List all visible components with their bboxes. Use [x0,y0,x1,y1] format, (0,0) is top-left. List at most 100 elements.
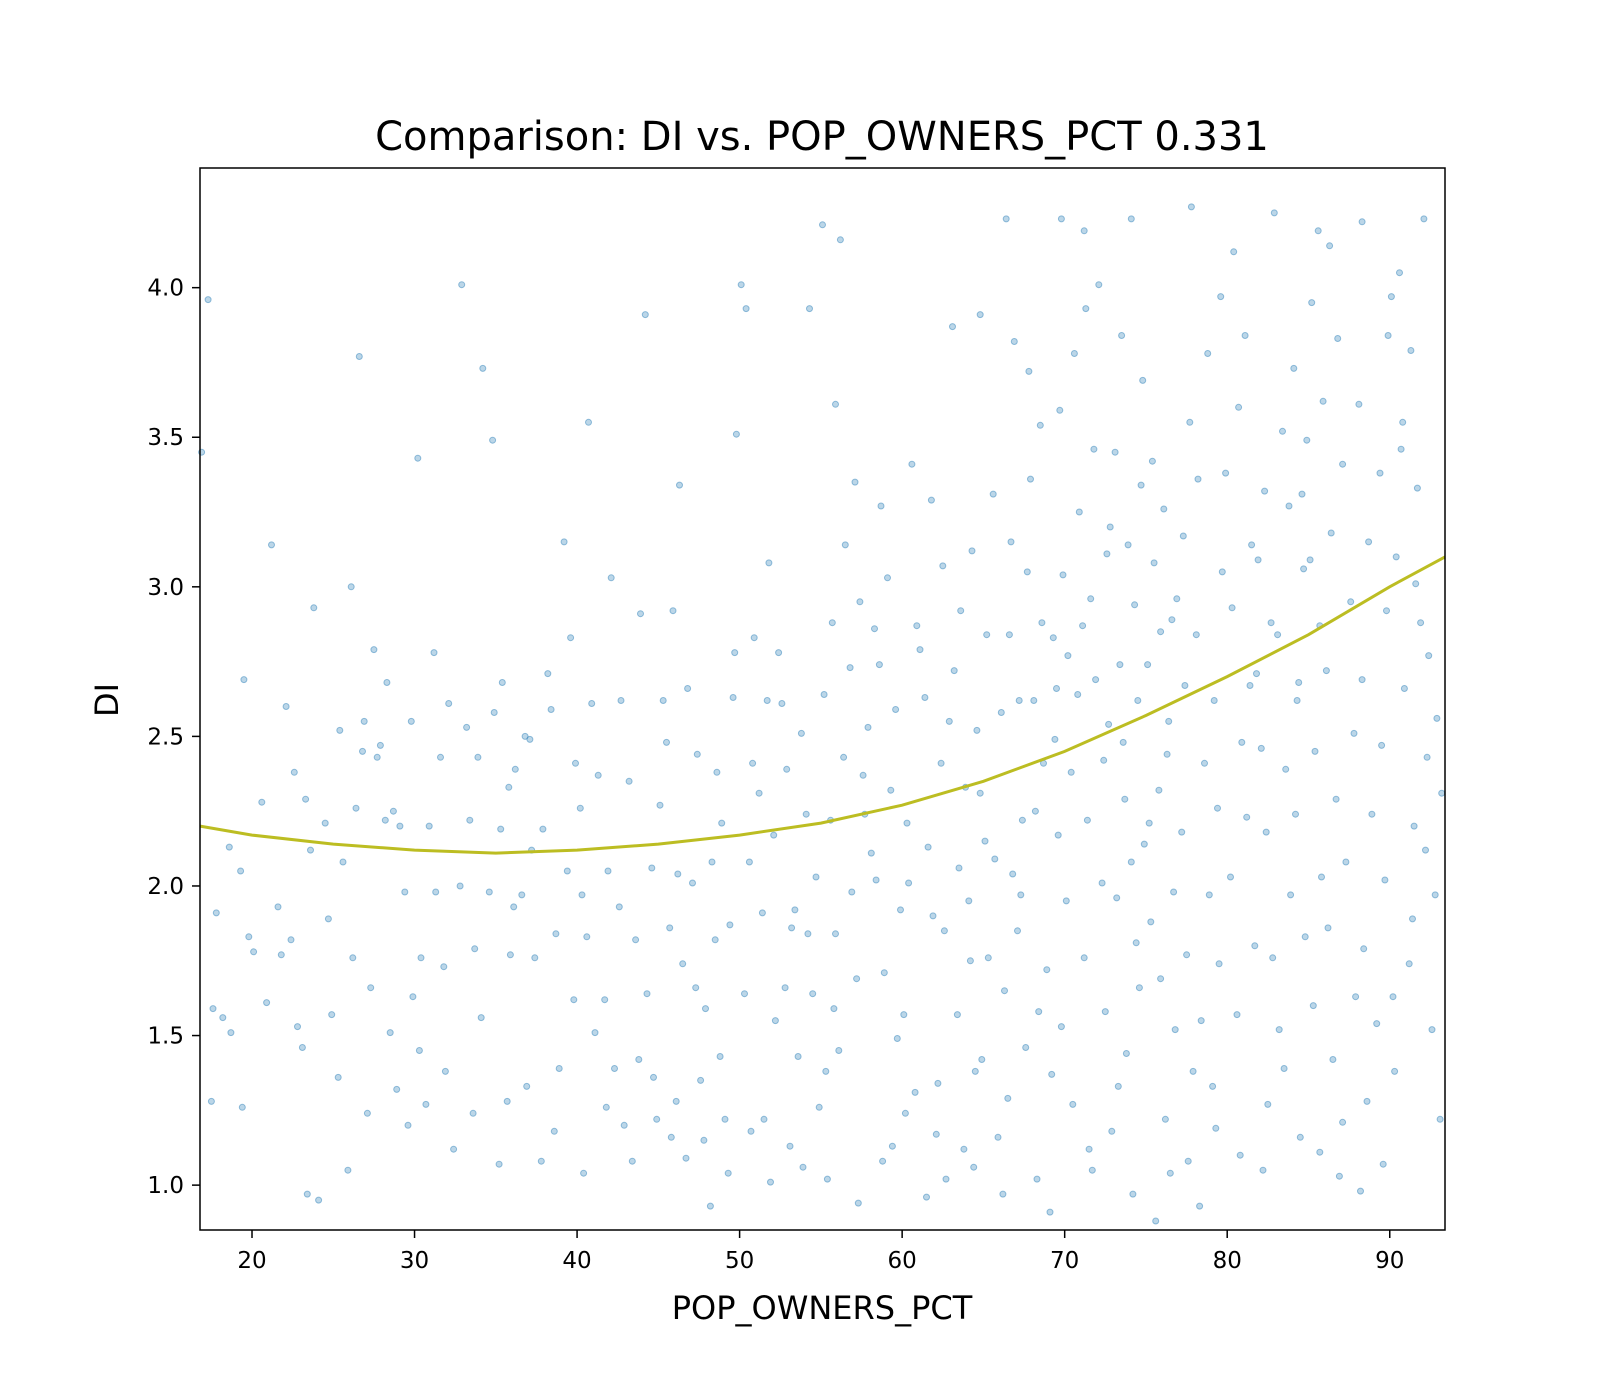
scatter-point [836,236,844,244]
scatter-point [663,738,670,746]
scatter-point [666,924,674,932]
scatter-point [1083,816,1091,824]
scatter-point [1031,807,1039,815]
scatter-point [945,717,953,725]
scatter-point [212,909,220,917]
scatter-point [237,867,245,875]
plot-frame [199,167,1446,1231]
scatter-point [806,305,813,313]
scatter-point [409,993,417,1001]
scatter-point [1074,691,1082,698]
scatter-point [469,1109,477,1117]
scatter-point [1238,738,1246,746]
scatter-point [1049,634,1057,642]
scatter-point [905,879,913,887]
scatter-point [1106,523,1114,531]
scatter-point [923,1193,930,1201]
scatter-point [1080,954,1088,962]
scatter-point [1116,661,1124,669]
scatter-point [1296,1133,1304,1141]
scatter-point [1387,293,1395,301]
scatter-point [1002,215,1010,223]
x-tick-label: 30 [400,1248,429,1274]
scatter-point [485,888,493,896]
scatter-point [560,538,568,546]
scatter-point [1214,804,1221,812]
scatter-point [689,879,696,887]
scatter-point [282,703,290,710]
scatter-point [1279,427,1286,435]
scatter-point [401,888,409,896]
scatter-point [957,607,965,615]
scatter-point [1005,631,1013,639]
scatter-point [1410,822,1418,830]
scatter-point [1178,828,1186,836]
scatter-point [888,1142,896,1150]
scatter-point [344,1166,352,1174]
scatter-point [578,891,586,899]
scatter-point [1129,1190,1137,1198]
scatter-point [414,454,422,462]
scatter-point [1384,332,1392,339]
scatter-point [820,691,828,698]
y-tick-label: 2.0 [147,874,184,900]
scatter-point [1405,960,1413,968]
scatter-point [294,1023,301,1031]
scatter-point [955,864,963,872]
scatter-point [407,717,415,725]
scatter-point [445,700,453,707]
scatter-point [706,1202,714,1210]
scatter-point [1227,873,1234,881]
scatter-point [274,903,282,911]
scatter-point [875,661,883,669]
scatter-point [1342,858,1350,866]
scatter-point [908,460,916,468]
scatter-point [927,496,935,504]
scatter-point [1301,933,1309,941]
scatter-point [526,735,534,743]
scatter-point [576,804,584,812]
scatter-point [1114,1082,1122,1090]
scatter-point [324,915,332,923]
scatter-point [1004,1094,1012,1102]
scatter-point [1079,622,1087,630]
y-axis-label: DI [88,683,126,717]
scatter-point [1218,568,1226,576]
scatter-point [745,858,753,866]
scatter-point [359,747,366,755]
scatter-point [970,1163,978,1171]
scatter-point [1381,876,1389,884]
scatter-point [1075,508,1083,516]
scatter-point [953,1011,961,1019]
scatter-point [1184,1157,1192,1165]
scatter-point [1396,269,1403,277]
scatter-point [692,984,700,992]
scatter-point [352,804,360,812]
scatter-point [425,822,433,830]
scatter-point [755,789,763,797]
x-tick-label: 60 [888,1248,917,1274]
scatter-point [1379,1160,1387,1168]
scatter-point [347,583,355,591]
scatter-point [788,924,796,932]
scatter-point [1137,481,1145,489]
scatter-point [1309,1002,1317,1010]
scatter-point [718,819,726,827]
scatter-point [1131,601,1139,609]
scatter-point [679,960,687,968]
scatter-point [1152,1217,1160,1225]
scatter-point [1132,939,1140,947]
scatter-point [298,1044,306,1051]
scatter-point [245,933,253,941]
scatter-point [601,996,609,1004]
scatter-point [815,1103,823,1111]
scatter-point [1057,215,1065,223]
scatter-point [1204,350,1212,357]
scatter-point [749,759,757,767]
scatter-point [1254,556,1262,564]
scatter-point [1423,753,1431,761]
scatter-point [786,1142,794,1150]
scatter-point [1157,975,1165,983]
scatter-point [771,1017,779,1025]
